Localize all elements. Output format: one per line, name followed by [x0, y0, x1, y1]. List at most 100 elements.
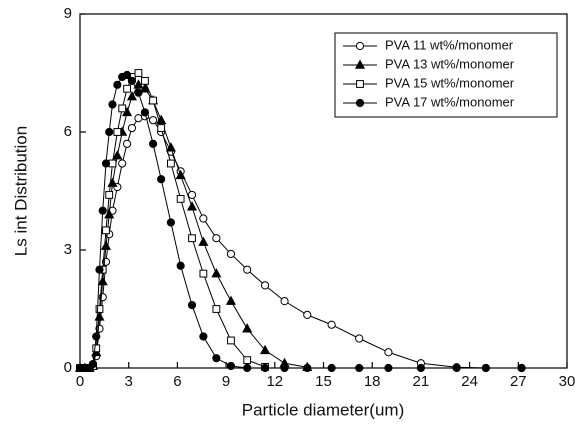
- marker: [112, 150, 123, 160]
- marker: [327, 320, 336, 329]
- series-line: [80, 74, 522, 369]
- marker: [122, 139, 132, 148]
- x-tick-label: 24: [461, 373, 478, 390]
- marker: [175, 169, 186, 180]
- marker: [141, 76, 149, 85]
- x-tick-label: 12: [266, 373, 283, 390]
- marker: [226, 249, 236, 259]
- marker: [157, 124, 166, 132]
- marker: [225, 295, 237, 305]
- marker: [157, 175, 166, 184]
- marker: [113, 80, 122, 89]
- marker: [280, 363, 289, 373]
- marker: [384, 348, 393, 357]
- marker: [212, 305, 221, 313]
- marker: [134, 88, 143, 97]
- marker: [226, 361, 236, 371]
- marker: [140, 108, 150, 117]
- marker: [355, 41, 365, 51]
- marker: [100, 240, 112, 250]
- x-tick-label: 3: [125, 373, 133, 390]
- marker: [102, 226, 110, 235]
- legend: PVA 11 wt%/monomer PVA 13 wt%/monomer PVA …: [334, 32, 558, 118]
- marker: [187, 190, 197, 200]
- x-tick-label: 0: [76, 373, 84, 390]
- marker: [92, 332, 101, 341]
- marker: [108, 100, 117, 109]
- x-tick-label: 21: [413, 373, 430, 390]
- series-line: [80, 84, 308, 369]
- marker: [95, 305, 104, 313]
- y-tick-label: 6: [64, 123, 72, 140]
- marker: [243, 363, 252, 373]
- y-tick-label: 0: [64, 359, 72, 376]
- marker: [118, 104, 127, 113]
- marker: [243, 356, 252, 365]
- x-tick-label: 6: [173, 373, 181, 390]
- marker: [384, 363, 393, 373]
- marker: [260, 344, 271, 355]
- marker: [199, 332, 208, 341]
- marker: [105, 191, 114, 199]
- x-tick-label: 27: [510, 373, 527, 390]
- marker: [280, 297, 289, 306]
- legend-label: PVA 15 wt%/monomer: [385, 75, 515, 90]
- marker: [134, 69, 143, 77]
- marker: [126, 91, 137, 101]
- marker: [148, 116, 158, 125]
- marker: [242, 323, 253, 333]
- marker: [148, 139, 158, 148]
- x-tick-label: 30: [559, 373, 576, 390]
- series-line: [80, 115, 522, 369]
- marker: [105, 127, 114, 137]
- marker: [199, 214, 208, 223]
- marker: [355, 363, 364, 373]
- marker: [166, 218, 176, 227]
- marker: [101, 159, 111, 168]
- marker: [127, 76, 137, 85]
- marker: [481, 363, 490, 373]
- marker: [107, 177, 118, 187]
- marker: [127, 123, 137, 133]
- marker: [243, 265, 252, 274]
- marker: [303, 363, 312, 373]
- x-axis-label: Particle diameter(um): [242, 400, 405, 419]
- marker: [149, 96, 157, 105]
- marker: [113, 128, 122, 136]
- marker: [327, 363, 336, 373]
- x-tick-label: 15: [315, 373, 332, 390]
- marker: [212, 234, 221, 243]
- marker: [123, 84, 131, 93]
- x-tick-label: 9: [222, 373, 230, 390]
- marker: [260, 363, 270, 373]
- marker: [98, 206, 107, 215]
- marker: [452, 363, 461, 373]
- marker: [176, 194, 185, 203]
- marker: [517, 363, 526, 373]
- marker: [416, 363, 425, 373]
- marker: [176, 261, 185, 270]
- legend-label: PVA 13 wt%/monomer: [385, 56, 515, 71]
- marker: [167, 159, 175, 168]
- marker: [139, 83, 150, 93]
- marker: [188, 234, 196, 243]
- y-tick-label: 9: [64, 5, 72, 22]
- legend-label: PVA 17 wt%/monomer: [385, 94, 515, 109]
- marker: [133, 79, 144, 89]
- marker: [354, 59, 366, 69]
- y-tick-label: 3: [64, 241, 72, 258]
- marker: [92, 344, 101, 353]
- marker: [108, 159, 117, 168]
- marker: [186, 201, 198, 211]
- marker: [211, 268, 222, 278]
- marker: [122, 70, 132, 80]
- marker: [355, 334, 364, 343]
- marker: [260, 281, 270, 290]
- marker: [227, 336, 235, 345]
- marker: [165, 142, 176, 152]
- x-tick-label: 18: [364, 373, 381, 390]
- marker: [356, 80, 364, 88]
- marker: [198, 236, 209, 246]
- marker: [355, 98, 365, 108]
